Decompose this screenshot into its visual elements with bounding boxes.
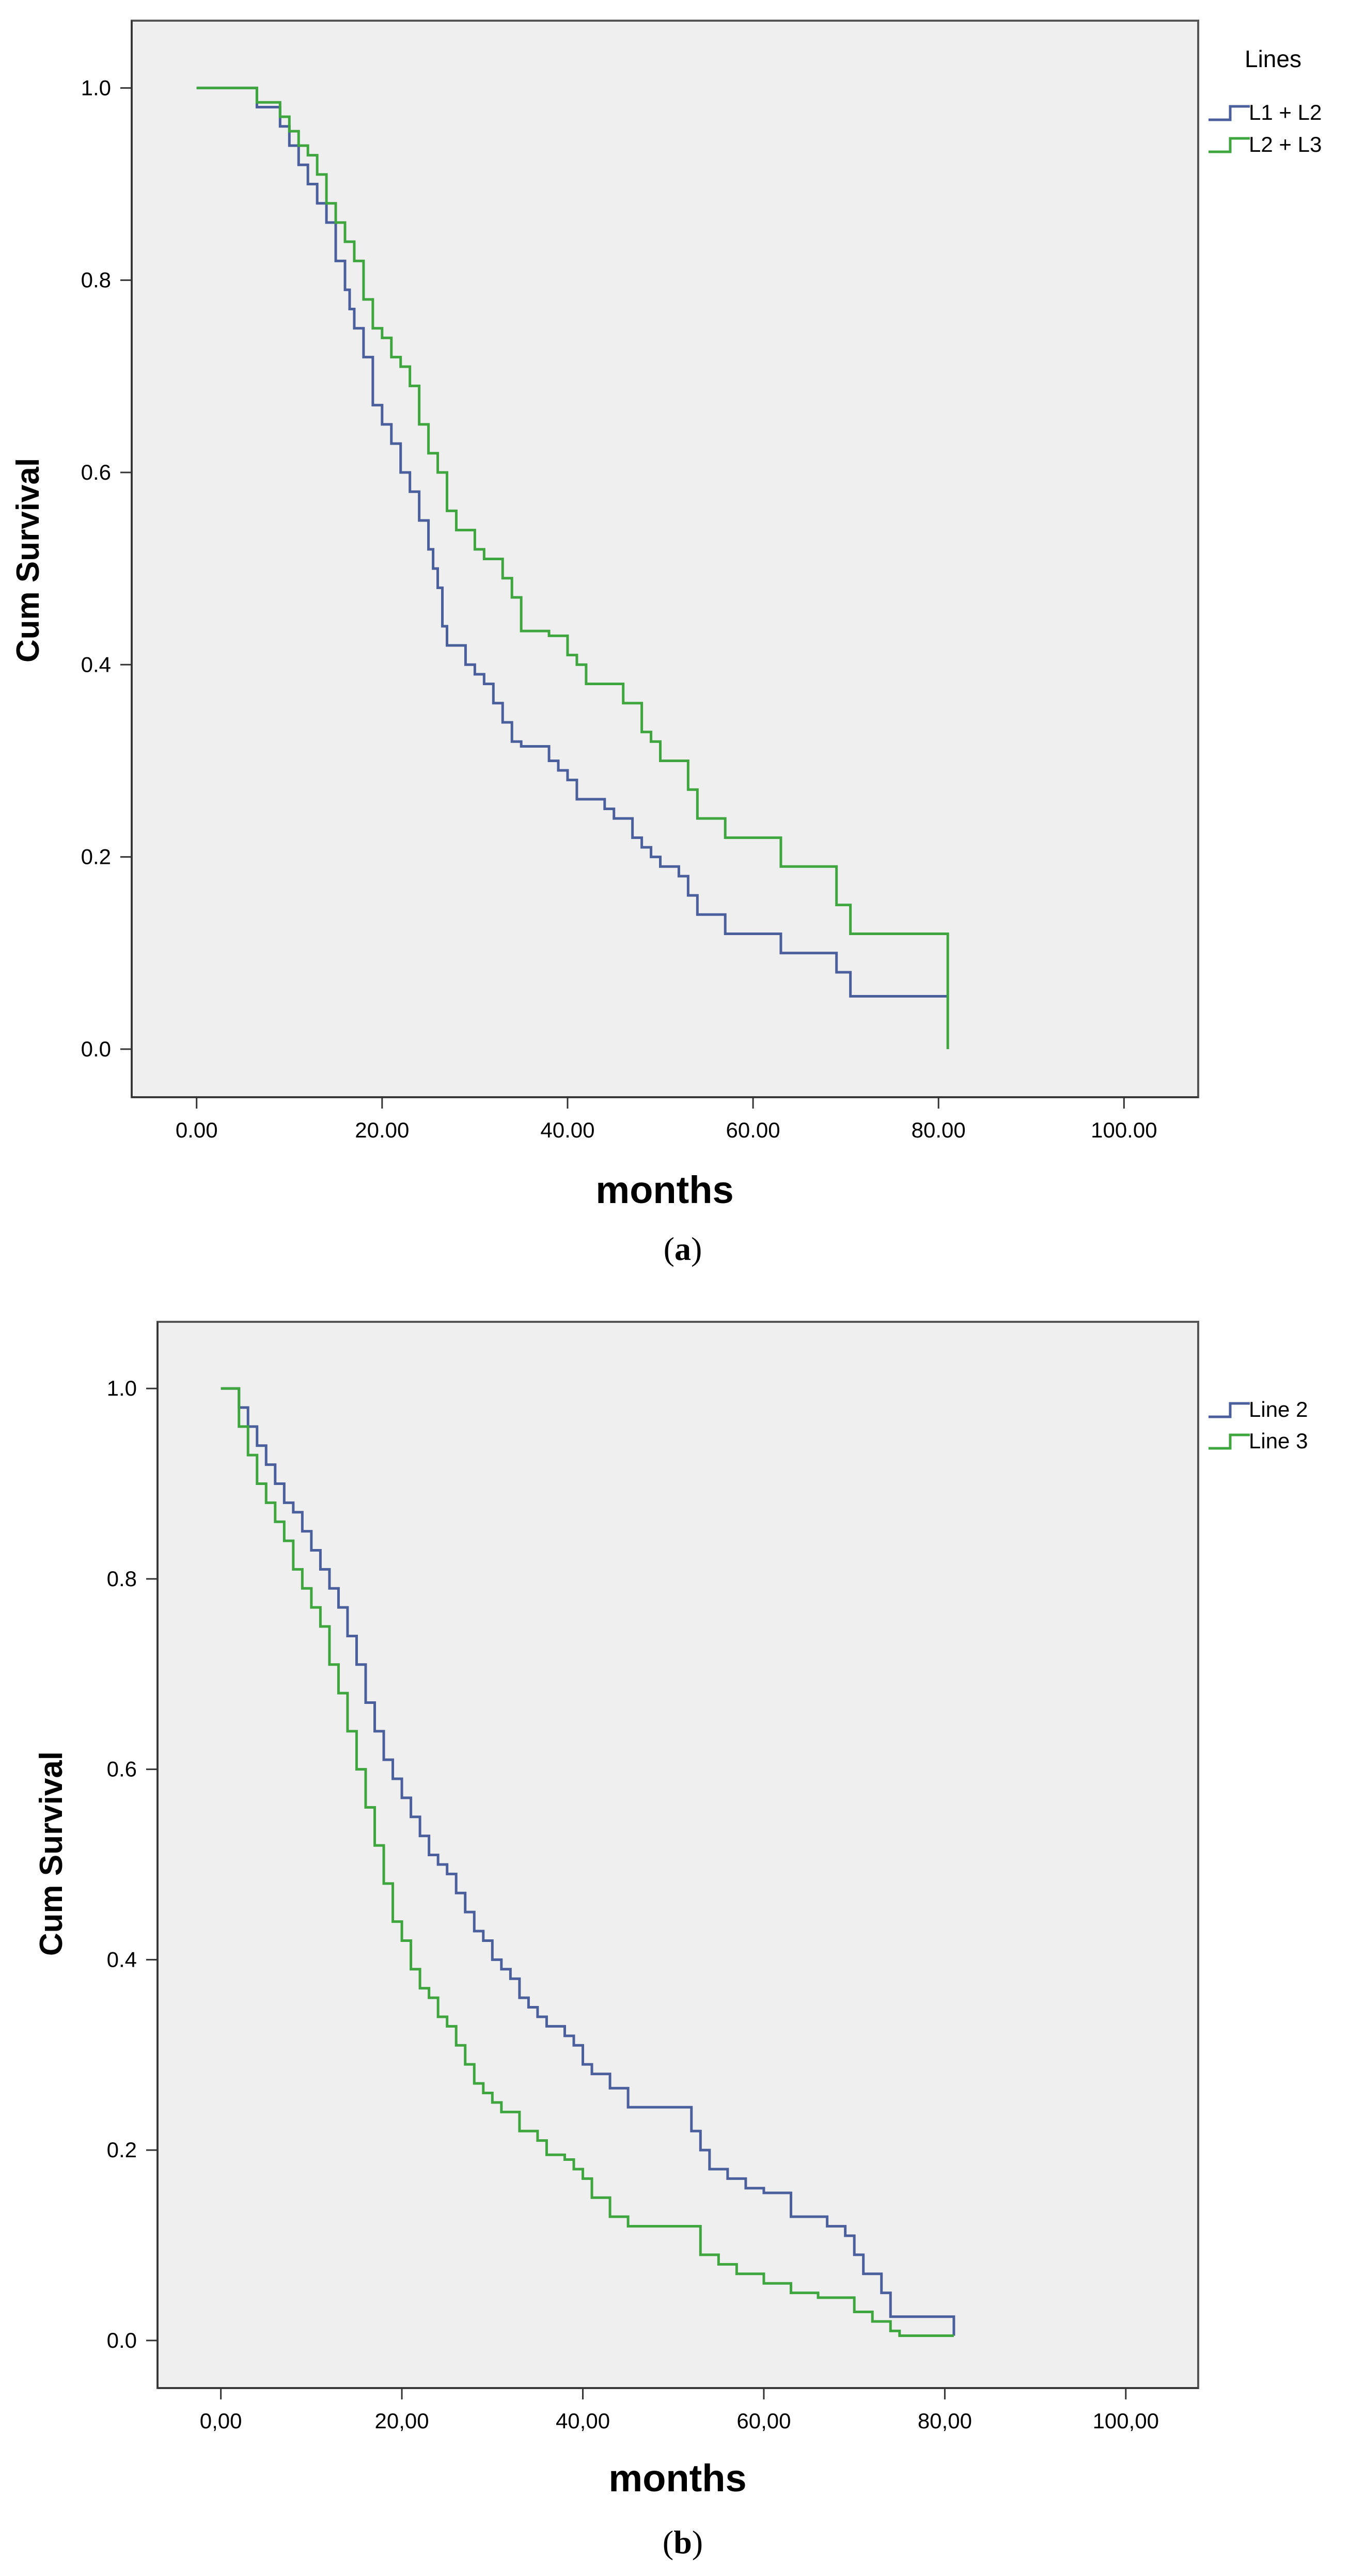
caption-letter-b: b (673, 2524, 692, 2561)
series-line-line-2 (221, 1387, 955, 2336)
series-line-l2-l3 (196, 86, 949, 1049)
y-tick-label: 0.6 (107, 1757, 137, 1781)
series-line-line-3 (221, 1387, 954, 2337)
x-tick-label: 20,00 (375, 2409, 429, 2433)
series-layer-b (221, 1387, 955, 2337)
legend-swatch-line-2 (1209, 1402, 1250, 1418)
x-tick-label: 100.00 (1091, 1118, 1157, 1142)
legend-label-line-3: Line 3 (1249, 1429, 1308, 1453)
legend-swatch-l2-l3 (1209, 137, 1250, 153)
y-tick-label: 0.4 (81, 652, 111, 676)
y-tick-label: 0.4 (107, 1947, 137, 1971)
x-tick-label: 60.00 (726, 1118, 780, 1142)
legend-label-l1-l2: L1 + L2 (1249, 100, 1322, 124)
legend-label-line-2: Line 2 (1249, 1397, 1308, 1421)
y-tick-label: 1.0 (107, 1376, 137, 1400)
y-tick-label: 1.0 (81, 75, 111, 100)
series-line-l1-l2 (196, 86, 948, 998)
chart-panel-b: 0,00 20,00 40,00 60,00 80,00 100,00 0.0 0.2 0.4 0… (34, 1321, 1308, 2561)
ticks-b: 0,00 20,00 40,00 60,00 80,00 100,00 0.0 0.2 0.4 0… (107, 1376, 1159, 2433)
x-axis-title-a: months (595, 1168, 733, 1211)
legend-swatch-line-3 (1209, 1433, 1250, 1450)
x-tick-label: 0.00 (176, 1118, 218, 1142)
legend-title-a: Lines (1245, 45, 1301, 72)
y-axis-title-b: Cum Survival (34, 1751, 69, 1956)
x-tick-label: 20.00 (355, 1118, 409, 1142)
plot-area-b (156, 1321, 1199, 2389)
legend-a: Lines L1 + L2 L2 + L3 (1209, 45, 1322, 156)
x-tick-label: 0,00 (200, 2409, 242, 2433)
y-tick-label: 0.2 (107, 2138, 137, 2162)
x-tick-label: 40,00 (556, 2409, 610, 2433)
y-tick-label: 0.8 (107, 1567, 137, 1591)
y-tick-label: 0.8 (81, 268, 111, 292)
caption-letter-a: a (674, 1230, 691, 1267)
x-axis-title-b: months (608, 2457, 746, 2500)
series-layer-a (196, 86, 949, 1049)
x-tick-label: 80,00 (918, 2409, 972, 2433)
x-tick-label: 80.00 (912, 1118, 966, 1142)
y-tick-label: 0.2 (81, 845, 111, 869)
y-tick-label: 0.6 (81, 460, 111, 484)
y-tick-label: 0.0 (107, 2328, 137, 2352)
x-tick-label: 40.00 (540, 1118, 594, 1142)
chart-panel-a: 0.00 20.00 40.00 60.00 80.00 100.00 0.0 0.2 0.4 0… (10, 20, 1322, 1267)
caption-a: (a) (664, 1230, 702, 1267)
y-axis-title-a: Cum Survival (10, 458, 46, 662)
y-tick-label: 0.0 (81, 1037, 111, 1061)
caption-b: (b) (663, 2524, 703, 2561)
x-tick-label: 60,00 (736, 2409, 791, 2433)
legend-swatch-l1-l2 (1209, 105, 1250, 121)
legend-label-l2-l3: L2 + L3 (1249, 132, 1322, 156)
plot-area-a (131, 20, 1199, 1098)
legend-b: Line 2 Line 3 (1209, 1397, 1308, 1453)
x-tick-label: 100,00 (1093, 2409, 1159, 2433)
ticks-a: 0.00 20.00 40.00 60.00 80.00 100.00 0.0 0.2 0.4 0… (81, 75, 1157, 1142)
